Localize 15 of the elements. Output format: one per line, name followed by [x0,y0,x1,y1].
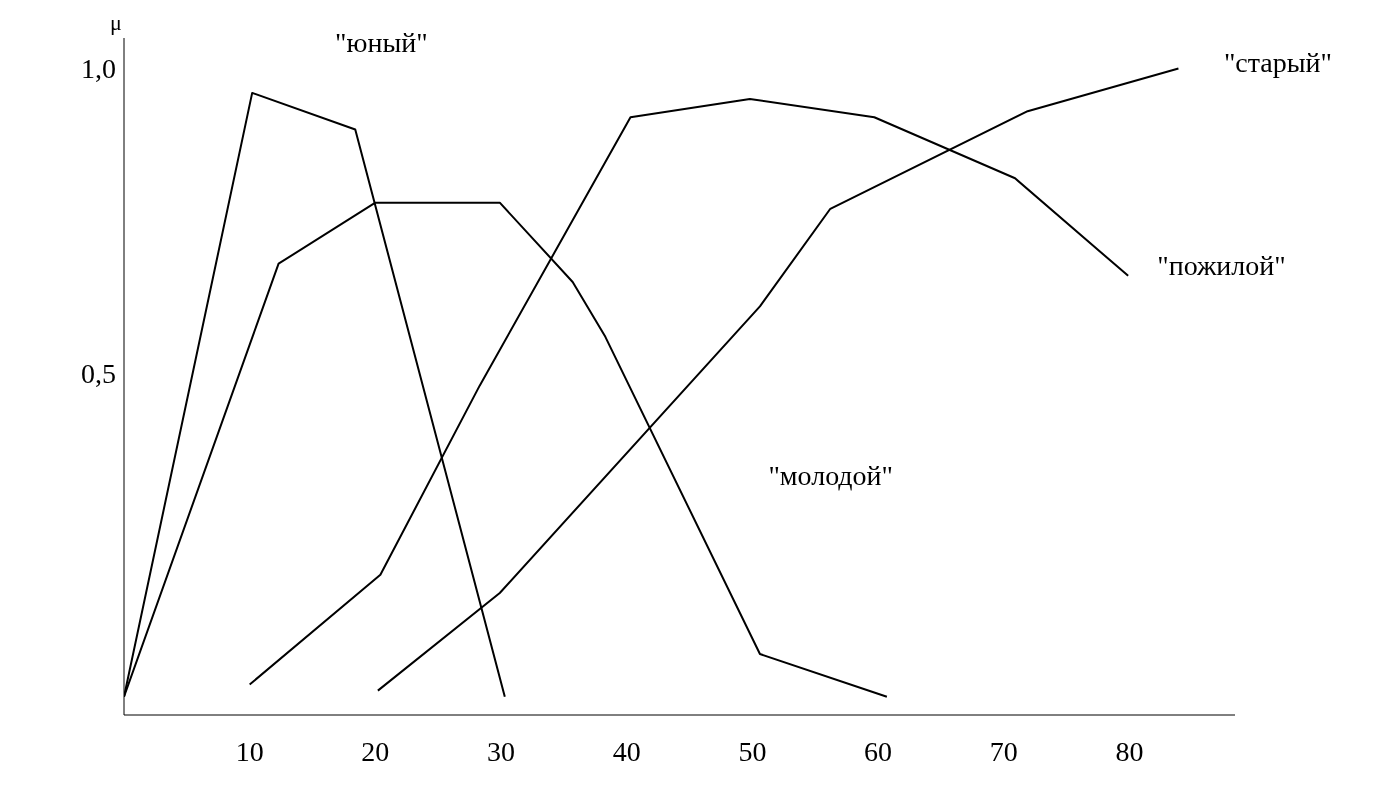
x-tick-label: 50 [738,735,767,767]
x-tick-label: 80 [1115,735,1144,767]
series-label: "старый" [1223,46,1332,78]
series-label: "пожилой" [1157,249,1286,281]
x-tick-label: 20 [361,735,390,767]
y-tick-label: 0,5 [81,358,116,390]
x-tick-label: 70 [989,735,1018,767]
x-tick-label: 60 [864,735,893,767]
x-tick-label: 10 [235,735,264,767]
text: "молодой" [768,459,893,491]
x-tick-label: 30 [487,735,516,767]
text: "юный" [335,26,428,58]
x-tick-label: 40 [612,735,641,767]
y-tick-label: 1,0 [81,53,116,85]
y-axis-title: μ [110,10,122,35]
